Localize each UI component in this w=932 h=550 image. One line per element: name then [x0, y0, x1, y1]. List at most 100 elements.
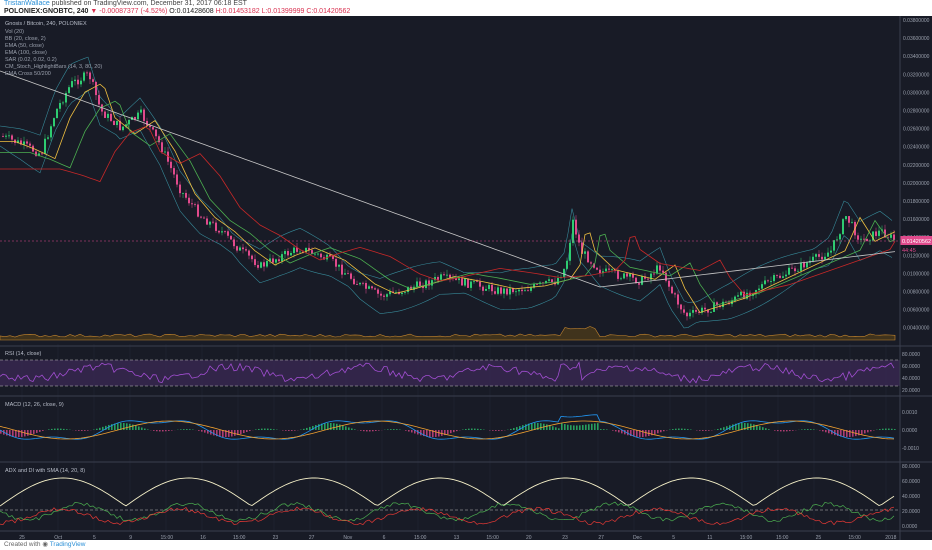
time-tick: 2018 — [885, 535, 896, 540]
rsi-tick: 40.0000 — [902, 376, 920, 382]
candle-body — [530, 287, 532, 291]
candle-body — [716, 302, 718, 306]
price-pane[interactable] — [0, 16, 900, 344]
macd-hist-bar — [96, 428, 98, 430]
macd-hist-bar — [525, 424, 527, 430]
candle-body — [722, 301, 724, 307]
candle-body — [857, 235, 859, 240]
candle-body — [884, 229, 886, 238]
macd-hist-bar — [291, 430, 293, 431]
macd-hist-bar — [438, 430, 440, 437]
candle-body — [848, 216, 850, 223]
ohlc-open: O:0.01428608 — [169, 8, 214, 15]
price-tick: 0.01200000 — [903, 253, 930, 259]
author-link[interactable]: TristanWallace — [4, 0, 50, 7]
publish-line: TristanWallace published on TradingView.… — [4, 0, 247, 8]
time-axis[interactable]: 25 Oct 5 9 15:00 16 15:00 23 27 Nov 6 15:00 13 15:00 2… — [19, 535, 896, 541]
macd-hist-bar — [678, 428, 680, 430]
time-tick: 20 — [526, 535, 532, 540]
candle-body — [284, 251, 286, 255]
macd-pane[interactable]: MACD (12, 26, close, 9) 0.0010 0.0000 -0… — [0, 395, 932, 452]
candle-body — [440, 274, 442, 280]
macd-hist-bar — [708, 430, 710, 431]
macd-hist-bar — [369, 430, 371, 432]
candle-body — [116, 120, 118, 126]
tradingview-brand[interactable]: TradingView — [49, 541, 86, 548]
macd-hist-bar — [333, 423, 335, 430]
macd-hist-bar — [126, 423, 128, 430]
macd-hist-bar — [654, 430, 656, 435]
candle-body — [41, 153, 43, 155]
legend-indicator[interactable]: EMA Cross 50/200 — [5, 71, 51, 77]
macd-hist-bar — [54, 428, 56, 430]
macd-hist-bar — [597, 423, 599, 430]
chart-canvas[interactable]: Gnosis / Bitcoin, 240, POLONIEX Vol (20)… — [0, 16, 932, 541]
macd-hist-bar — [540, 423, 542, 430]
candle-body — [533, 283, 535, 288]
candle-body — [329, 254, 331, 257]
candle-body — [446, 274, 448, 276]
macd-signal-line — [0, 420, 895, 440]
created-with-text: Created with — [4, 541, 41, 548]
candle-body — [230, 235, 232, 240]
chart-area[interactable]: Gnosis / Bitcoin, 240, POLONIEX Vol (20)… — [0, 16, 932, 541]
macd-hist-bar — [555, 427, 557, 430]
candle-body — [317, 253, 319, 255]
candle-body — [338, 264, 340, 267]
legend-indicator[interactable]: Vol (20) — [5, 29, 24, 35]
macd-hist-bar — [318, 424, 320, 430]
candle-body — [794, 268, 796, 272]
macd-hist-bar — [471, 428, 473, 430]
candle-body — [389, 291, 391, 295]
candle-body — [59, 103, 61, 109]
macd-hist-bar — [444, 430, 446, 436]
macd-hist-bar — [618, 430, 620, 433]
candle-body — [191, 203, 193, 205]
macd-hist-bar — [432, 430, 434, 438]
macd-hist-bar — [387, 429, 389, 430]
candle-body — [311, 250, 313, 254]
legend-indicator[interactable]: EMA (50, close) — [5, 43, 44, 49]
macd-hist-bar — [492, 430, 494, 431]
macd-tick: 0.0000 — [902, 428, 918, 434]
candle-body — [467, 278, 469, 288]
macd-hist-bar — [498, 430, 500, 431]
candle-body — [524, 290, 526, 292]
ema-lines — [0, 70, 896, 313]
candle-body — [551, 279, 553, 283]
macd-hist-bar — [375, 430, 377, 432]
candle-body — [842, 219, 844, 235]
legend-indicator[interactable]: BB (20, close, 2) — [5, 36, 46, 42]
macd-hist-bar — [546, 424, 548, 430]
macd-hist-bar — [777, 430, 779, 432]
candle-body — [353, 278, 355, 285]
candle-body — [341, 264, 343, 275]
price-tick: 0.03200000 — [903, 72, 930, 78]
candle-body — [434, 276, 436, 281]
legend-indicator[interactable]: SAR (0.02, 0.02, 0.2) — [5, 57, 57, 63]
macd-hist-bar — [723, 427, 725, 430]
rsi-pane[interactable]: RSI (14, close) 80.0000 60.0000 40.0000 … — [0, 345, 932, 394]
legend-title: Gnosis / Bitcoin, 240, POLONIEX — [5, 21, 87, 27]
macd-hist-bar — [111, 424, 113, 430]
candle-body — [611, 269, 613, 271]
macd-hist-bar — [675, 428, 677, 430]
macd-hist-bar — [585, 424, 587, 430]
legend-indicator[interactable]: CM_Stoch_HighlightBars (14, 3, 80, 20) — [5, 64, 102, 70]
candle-body — [776, 275, 778, 276]
macd-tick: -0.0010 — [902, 446, 919, 452]
price-tick: 0.03600000 — [903, 36, 930, 42]
candle-body — [2, 136, 4, 137]
macd-hist-bar — [657, 430, 659, 434]
candle-body — [173, 168, 175, 175]
macd-hist-bar — [0, 430, 2, 434]
candle-body — [53, 118, 55, 127]
price-axis[interactable]: 0.03800000 0.03600000 0.03400000 0.03200000… — [903, 18, 930, 332]
candle-body — [527, 290, 529, 292]
macd-hist-bar — [570, 425, 572, 430]
macd-hist-bar — [561, 423, 563, 430]
rsi-label: RSI (14, close) — [5, 351, 42, 357]
legend-indicator[interactable]: EMA (100, close) — [5, 50, 47, 56]
adx-pane[interactable]: ADX and DI with SMA (14, 20, 8) 80.0000 … — [0, 461, 932, 530]
